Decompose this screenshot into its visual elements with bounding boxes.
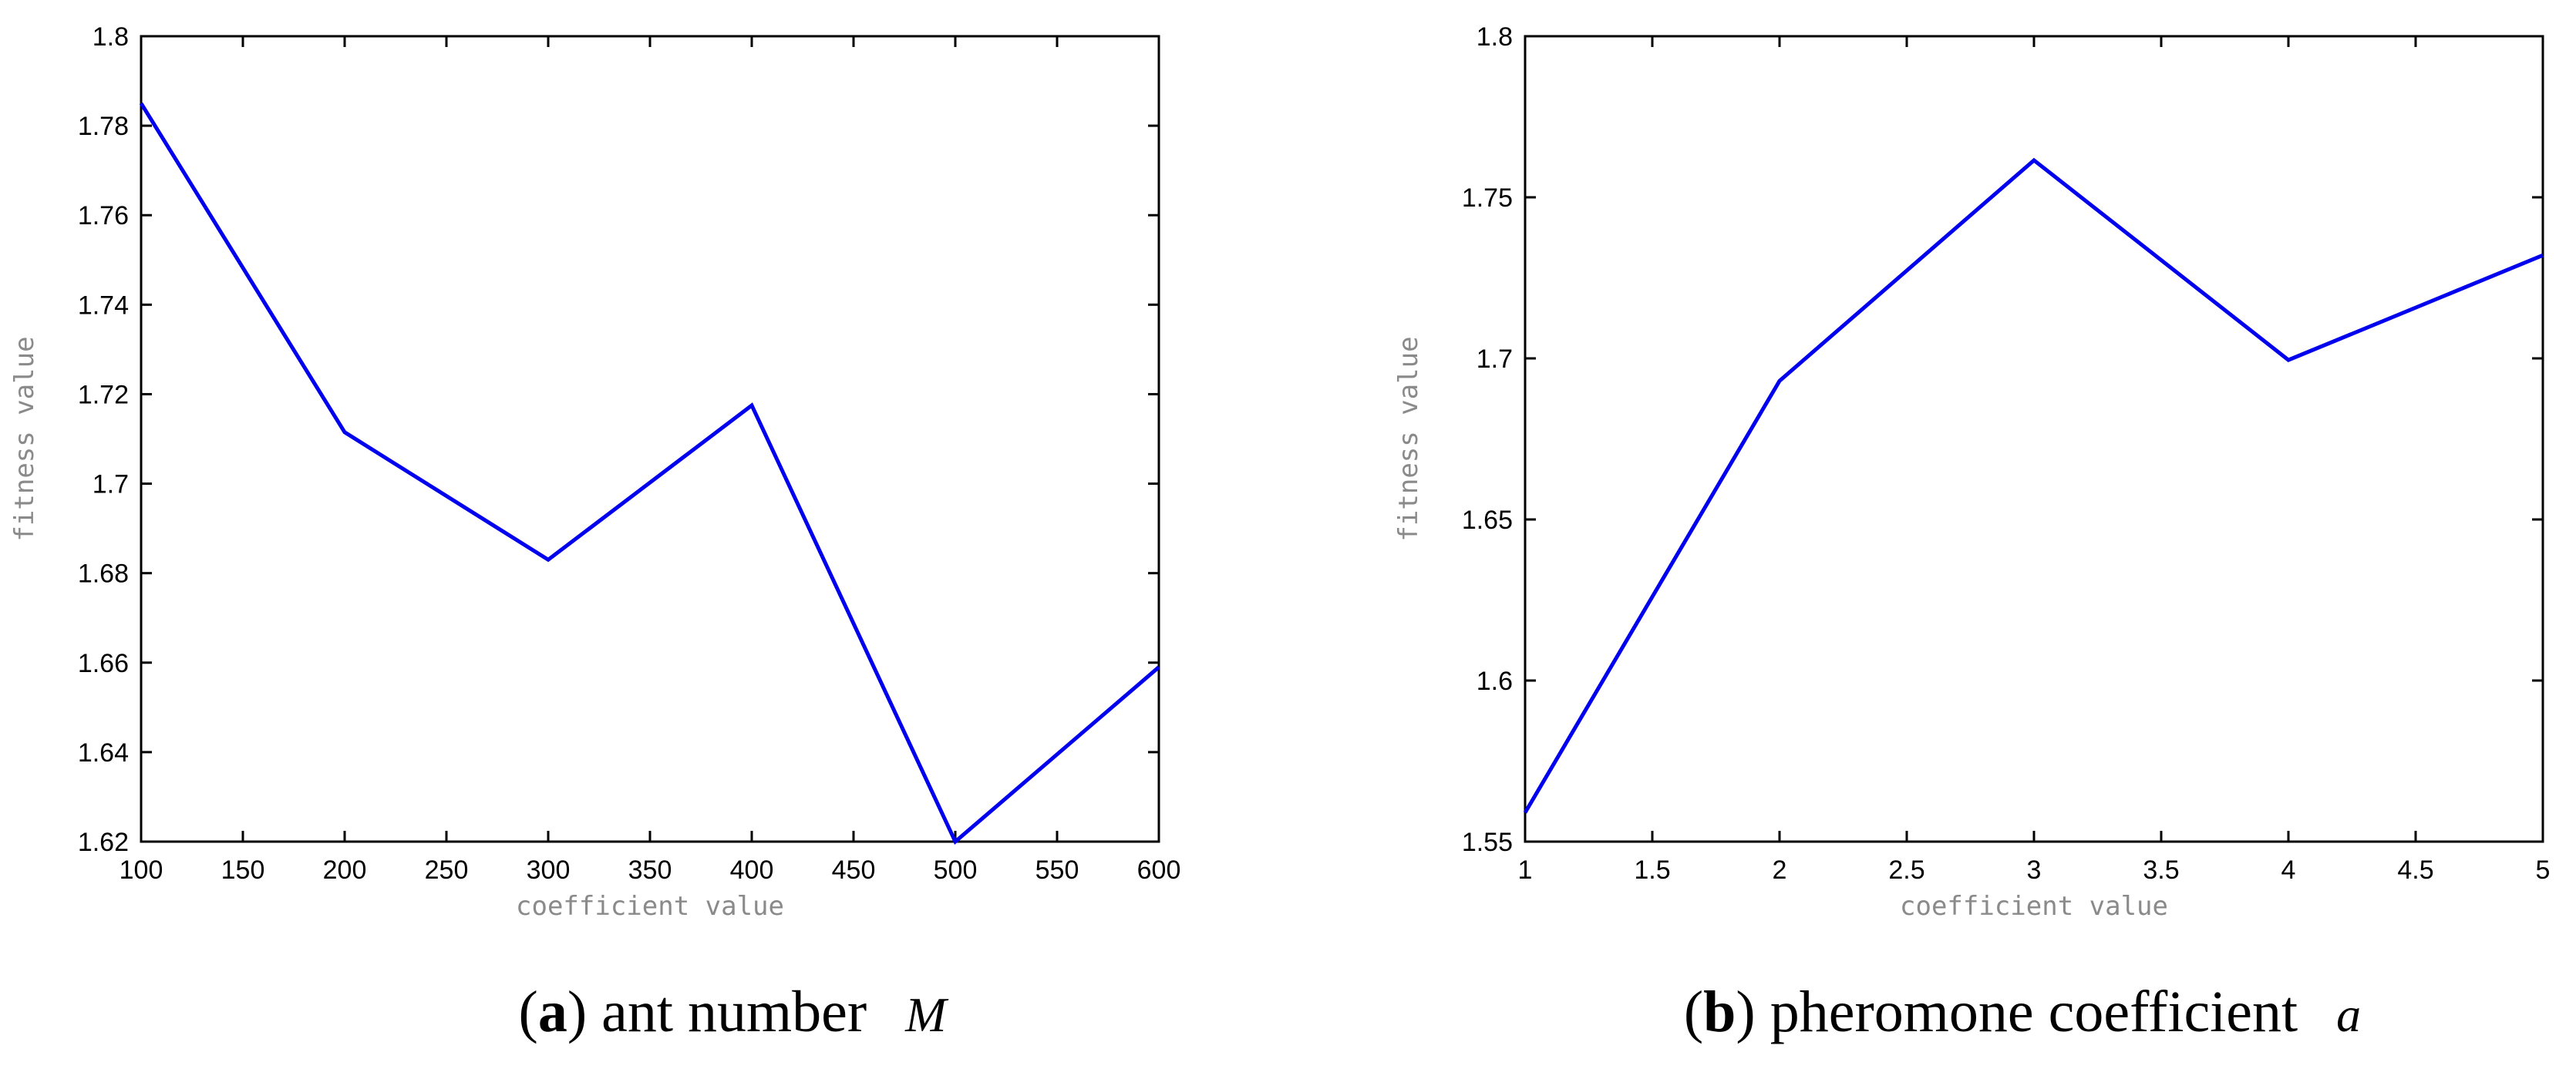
x-tick-label: 5	[2536, 855, 2551, 885]
y-tick-label: 1.8	[1477, 22, 1513, 52]
y-axis-label-b: fitness value	[1393, 336, 1424, 541]
x-tick-label: 200	[323, 855, 367, 885]
x-tick-label: 2	[1773, 855, 1787, 885]
y-tick-label: 1.64	[78, 738, 129, 768]
x-tick-label: 500	[934, 855, 978, 885]
y-axis-label-a: fitness value	[9, 336, 40, 541]
x-axis-label-a: coefficient value	[516, 891, 784, 922]
caption-paren-close-a: )	[567, 980, 601, 1044]
axis-ticks-b: 1 1.5 2 2.5 3 3.5 4 4.5 5 1.55 1.6 1.65 1.7 1.75 1.8	[1462, 22, 2551, 885]
caption-var-a: M	[904, 987, 949, 1042]
y-tick-label: 1.8	[93, 22, 129, 52]
x-tick-label: 250	[425, 855, 469, 885]
y-tick-label: 1.66	[78, 649, 129, 678]
x-tick-label: 1.5	[1634, 855, 1670, 885]
x-tick-label: 100	[120, 855, 163, 885]
x-tick-label: 2.5	[1888, 855, 1924, 885]
caption-paren-open-b: (	[1684, 980, 1703, 1044]
x-tick-label: 3.5	[2143, 855, 2179, 885]
chart-panel-a: 100 150 200 250 300 350 400 450 500 550 600 1.62 1.6…	[9, 22, 1180, 1044]
x-tick-label: 350	[628, 855, 672, 885]
y-tick-label: 1.76	[78, 201, 129, 230]
x-tick-label: 3	[2027, 855, 2042, 885]
x-tick-label: 4	[2281, 855, 2296, 885]
x-tick-label: 550	[1035, 855, 1079, 885]
y-tick-label: 1.78	[78, 112, 129, 141]
caption-text-a: ant number	[601, 980, 867, 1044]
y-tick-label: 1.68	[78, 560, 129, 589]
x-tick-label: 150	[221, 855, 265, 885]
x-tick-label: 1	[1518, 855, 1533, 885]
y-tick-label: 1.65	[1462, 506, 1513, 535]
y-tick-label: 1.72	[78, 380, 129, 409]
series-line-a	[139, 102, 1160, 845]
caption-paren-open-a: (	[519, 980, 538, 1044]
caption-a: (a) ant number M	[519, 980, 950, 1044]
caption-var-b: a	[2336, 987, 2361, 1042]
caption-letter-b: b	[1703, 980, 1736, 1044]
x-tick-label: 300	[527, 855, 571, 885]
y-tick-label: 1.55	[1462, 828, 1513, 857]
caption-b: (b) pheromone coefficient a	[1684, 980, 2361, 1044]
caption-text-b: pheromone coefficient	[1770, 980, 2298, 1044]
y-tick-label: 1.7	[93, 470, 129, 499]
x-axis-label-b: coefficient value	[1900, 891, 2168, 922]
y-tick-label: 1.75	[1462, 183, 1513, 213]
series-line-b	[1523, 157, 2544, 814]
y-tick-label: 1.7	[1477, 345, 1513, 374]
x-tick-label: 4.5	[2397, 855, 2433, 885]
plot-frame-b	[1524, 35, 2544, 843]
caption-letter-a: a	[538, 980, 567, 1044]
caption-paren-close-b: )	[1736, 980, 1770, 1044]
y-tick-label: 1.74	[78, 291, 129, 320]
plot-frame-a	[140, 35, 1160, 843]
y-tick-label: 1.62	[78, 828, 129, 857]
y-tick-label: 1.6	[1477, 667, 1513, 696]
chart-panel-b: 1 1.5 2 2.5 3 3.5 4 4.5 5 1.55 1.6 1.65 1.7 1.75 1.8 c…	[1393, 22, 2550, 1044]
x-tick-label: 400	[730, 855, 774, 885]
x-tick-label: 450	[832, 855, 876, 885]
axis-ticks-a: 100 150 200 250 300 350 400 450 500 550 600 1.62 1.6…	[78, 22, 1181, 885]
x-tick-label: 600	[1137, 855, 1181, 885]
